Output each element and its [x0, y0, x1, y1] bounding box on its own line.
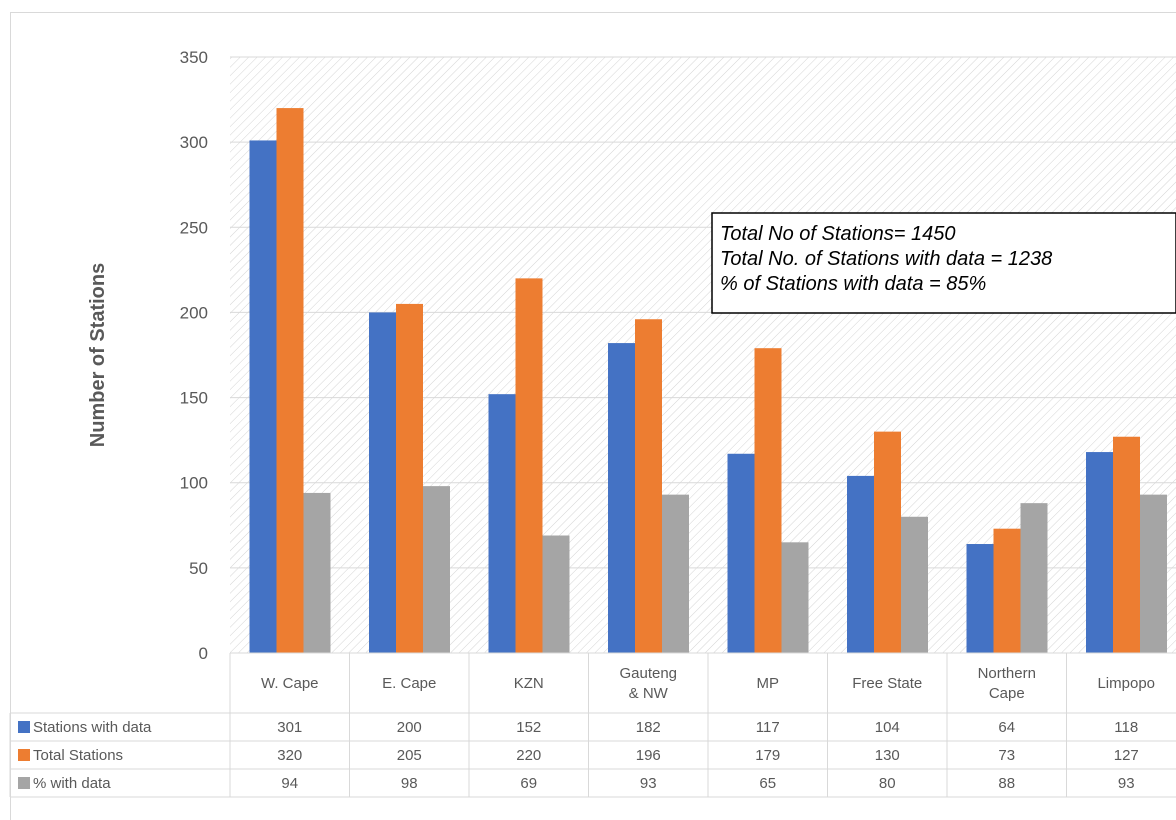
table-cell: 196: [636, 747, 661, 764]
bar: [874, 431, 901, 653]
chart-frame: [10, 12, 1176, 820]
table-cell: 73: [998, 747, 1015, 764]
table-cell: 320: [277, 747, 302, 764]
series-name: % with data: [33, 775, 111, 792]
annotation-line: % of Stations with data = 85%: [720, 273, 986, 295]
table-cell: 182: [636, 719, 661, 736]
table-cell: 98: [401, 775, 418, 792]
legend-key: [18, 721, 30, 733]
bar: [754, 348, 782, 653]
y-axis-label: Number of Stations: [87, 263, 109, 447]
table-cell: 104: [875, 719, 900, 736]
category-label: & NW: [629, 685, 669, 702]
category-label: MP: [757, 675, 780, 692]
bar: [1086, 452, 1113, 653]
bar: [488, 394, 516, 653]
bar: [303, 492, 331, 653]
bars: [249, 108, 1167, 654]
table-cell: 220: [516, 747, 541, 764]
y-tick-label: 150: [180, 389, 208, 408]
category-label: Free State: [852, 675, 922, 692]
annotation-border: [711, 212, 1176, 314]
bar: [635, 319, 662, 653]
table-cell: 127: [1114, 747, 1139, 764]
category-label: Northern: [978, 665, 1036, 682]
bar: [847, 475, 874, 653]
table-cell: 69: [520, 775, 537, 792]
table-cell: 200: [397, 719, 422, 736]
bar: [993, 528, 1021, 653]
y-axis-ticks: 0 50 100 150 200 250 300 350: [180, 48, 208, 663]
bar: [515, 278, 543, 653]
table-cell: 130: [875, 747, 900, 764]
category-label: W. Cape: [261, 675, 319, 692]
category-label: E. Cape: [382, 675, 436, 692]
table-cell: 93: [1118, 775, 1135, 792]
category-label: Gauteng: [619, 665, 677, 682]
bar: [966, 544, 994, 653]
annotation-box: Total No of Stations= 1450 Total No. of S…: [711, 212, 1176, 314]
y-tick-label: 350: [180, 48, 208, 67]
bar: [781, 542, 809, 653]
bar: [1020, 503, 1048, 653]
bar: [542, 535, 570, 653]
table-cell: 301: [277, 719, 302, 736]
table-cell: 94: [281, 775, 298, 792]
category-label: Limpopo: [1097, 675, 1155, 692]
y-tick-label: 50: [189, 559, 208, 578]
bar: [276, 108, 304, 654]
category-label: Cape: [989, 685, 1025, 702]
bar: [249, 140, 277, 653]
table-cell: 152: [516, 719, 541, 736]
bar: [662, 494, 689, 653]
bar: [369, 312, 396, 653]
annotation-line: Total No. of Stations with data = 1238: [720, 248, 1052, 270]
table-cell: 117: [756, 719, 780, 736]
data-table: W. Cape E. Cape KZN Gauteng & NW MP Free State…: [9, 652, 1176, 798]
table-cell: 65: [759, 775, 776, 792]
legend-key: [18, 749, 30, 761]
bar: [901, 516, 928, 653]
bar: [608, 343, 635, 653]
bar: [423, 486, 450, 653]
table-cell: 179: [755, 747, 780, 764]
bar: [1140, 494, 1167, 653]
y-tick-label: 100: [180, 474, 208, 493]
y-tick-label: 250: [180, 218, 208, 237]
legend-key: [18, 777, 30, 789]
category-label: KZN: [514, 675, 544, 692]
y-tick-label: 0: [199, 644, 208, 663]
annotation-line: Total No of Stations= 1450: [720, 223, 956, 245]
y-tick-label: 200: [180, 303, 208, 322]
bar: [396, 303, 423, 653]
table-cell: 118: [1114, 719, 1138, 736]
series-name: Stations with data: [33, 719, 152, 736]
series-name: Total Stations: [33, 747, 123, 764]
bar: [727, 453, 755, 653]
table-cell: 80: [879, 775, 896, 792]
table-cell: 88: [998, 775, 1015, 792]
bar: [1113, 436, 1140, 653]
table-cell: 93: [640, 775, 657, 792]
table-cell: 64: [998, 719, 1015, 736]
table-cell: 205: [397, 747, 422, 764]
y-tick-label: 300: [180, 133, 208, 152]
